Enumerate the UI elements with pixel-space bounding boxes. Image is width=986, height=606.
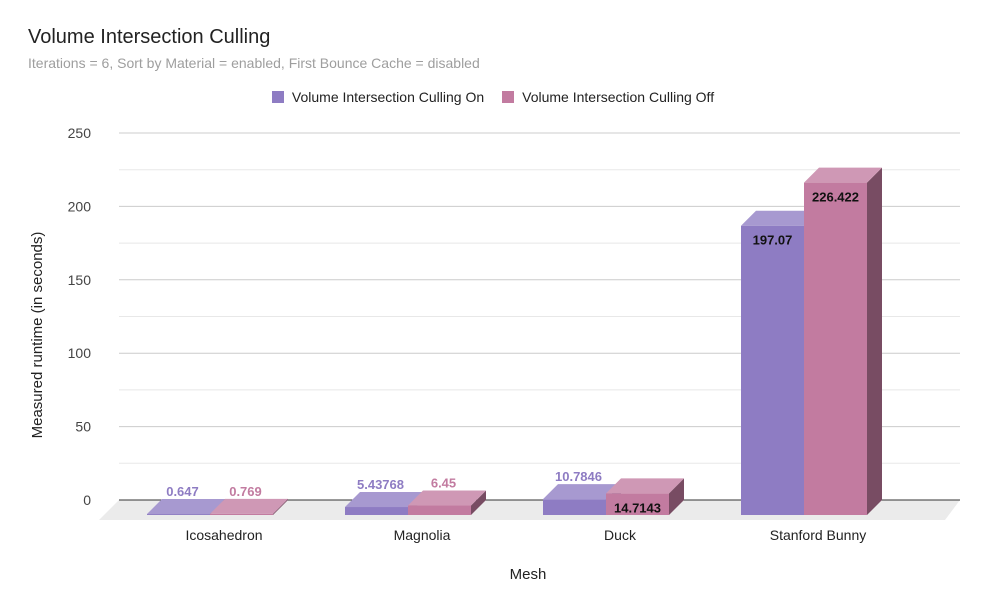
data-label: 6.45 [431,476,456,491]
legend-label-culling-off: Volume Intersection Culling Off [522,89,715,105]
legend: Volume Intersection Culling On Volume In… [0,89,986,105]
x-tick-label: Duck [604,527,637,543]
data-label: 10.7846 [555,469,602,484]
axes: 0 50 100 150 200 250 Measured runtime (in seco… [29,125,866,583]
bar-top [606,478,684,494]
legend-item-culling-on[interactable]: Volume Intersection Culling On [271,89,485,105]
bar-front [606,493,669,515]
data-label: 0.769 [229,484,262,499]
bar-top [345,492,423,508]
bar-front [147,514,210,515]
y-tick-label: 150 [68,272,92,288]
bar[interactable] [210,498,288,515]
bar-side [471,490,486,515]
x-tick-label: Stanford Bunny [770,527,867,543]
bar-front [210,513,273,515]
bar-top [408,490,486,506]
chart-subtitle: Iterations = 6, Sort by Material = enabl… [28,55,480,71]
y-tick-label: 250 [68,125,92,141]
bar-side [867,167,882,516]
x-axis-label: Mesh [510,566,547,583]
bar-front [408,505,471,515]
bar-front [543,499,606,515]
data-labels: 0.647 0.769 5.43768 6.45 10.7846 14.7143 197.0… [166,190,859,516]
data-label: 0.647 [166,484,199,499]
bars [147,167,882,516]
bar-top [741,210,819,226]
bar[interactable] [408,490,486,515]
legend-item-culling-off[interactable]: Volume Intersection Culling Off [502,89,714,105]
bar[interactable] [804,167,882,516]
legend-swatch-culling-off [502,91,515,103]
bar[interactable] [606,478,684,515]
x-tick-label: Magnolia [394,527,451,543]
data-label: 14.7143 [614,500,661,515]
bar-front [741,225,804,515]
bar-top [147,499,225,515]
y-tick-label: 100 [68,345,92,361]
data-label: 226.422 [812,190,859,205]
x-tick-label: Icosahedron [185,527,262,543]
bar-front [804,182,867,516]
bar-side [273,498,288,515]
legend-label-culling-on: Volume Intersection Culling On [291,89,485,105]
bar-top [804,167,882,183]
y-axis-label: Measured runtime (in seconds) [29,232,46,439]
data-label: 5.43768 [357,477,404,492]
legend-swatch-culling-on [271,91,284,103]
bar-front [345,507,408,515]
bar-top [543,484,621,500]
y-tick-label: 200 [68,198,92,214]
y-tick-label: 50 [75,419,91,435]
bar-side [669,478,684,515]
y-tick-label: 0 [83,492,91,508]
data-label: 197.07 [753,233,793,248]
chart-title: Volume Intersection Culling [28,26,271,48]
bar-top [210,498,288,514]
